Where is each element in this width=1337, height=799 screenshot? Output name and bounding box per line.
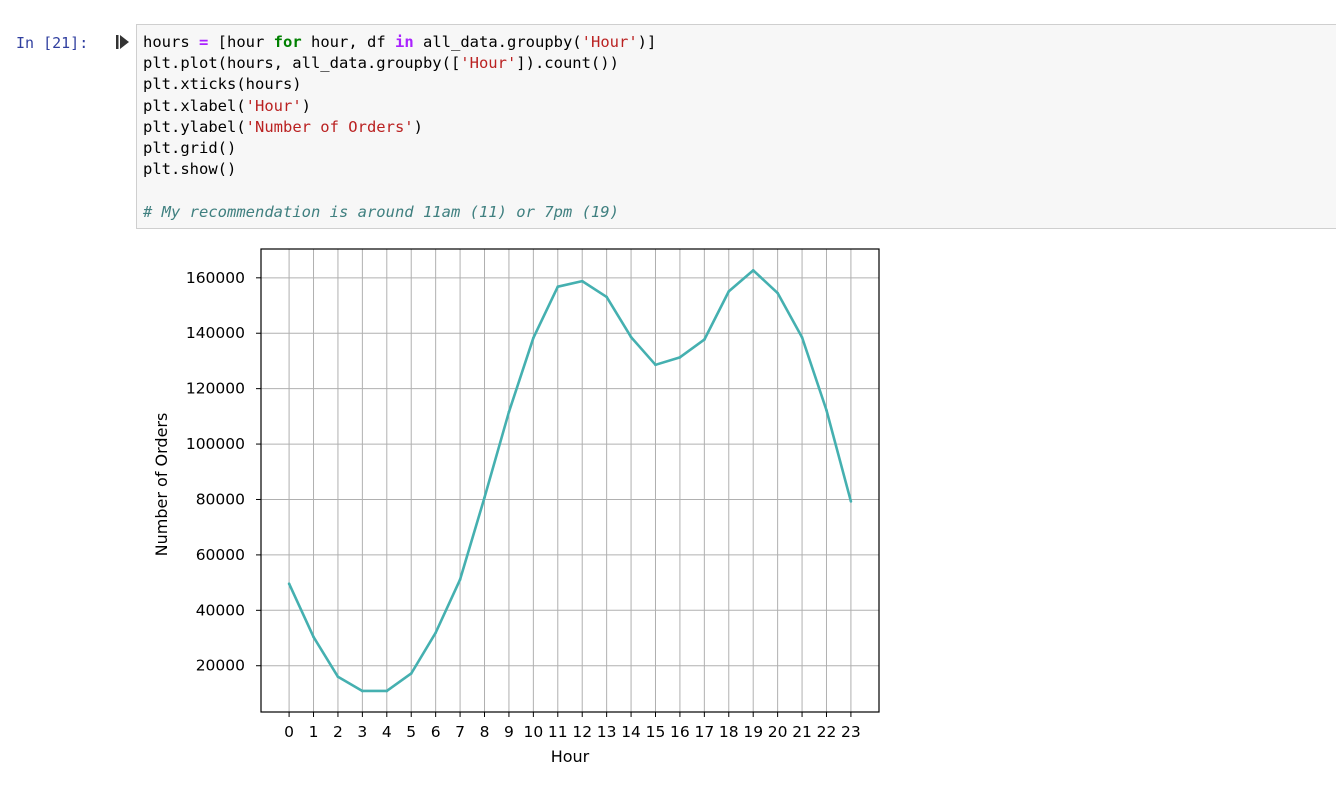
code-line: plt.show() xyxy=(143,159,656,180)
run-cell-icon[interactable] xyxy=(116,34,130,50)
x-axis-label: Hour xyxy=(551,747,590,766)
code-text: hours = [hour for hour, df in all_data.g… xyxy=(143,32,656,223)
plot-frame xyxy=(260,248,880,713)
data-point xyxy=(605,295,608,299)
data-point xyxy=(507,410,511,414)
data-point xyxy=(654,363,657,367)
x-tick-label: 18 xyxy=(719,723,739,741)
code-token: all_data.groupby( xyxy=(413,33,582,51)
x-tick-label: 20 xyxy=(768,723,788,741)
code-token: in xyxy=(395,33,414,51)
code-token: 'Hour' xyxy=(245,96,302,115)
x-tick-label: 1 xyxy=(309,723,319,741)
code-token: hour, df xyxy=(301,33,395,51)
x-tick-label: 16 xyxy=(670,723,690,741)
data-point xyxy=(483,496,486,499)
x-tick-label: 3 xyxy=(357,723,367,741)
y-tick-label: 80000 xyxy=(196,490,245,508)
code-line: plt.plot(hours, all_data.groupby(['Hour'… xyxy=(143,53,656,74)
x-tick-label: 19 xyxy=(743,723,763,741)
x-tick-label: 5 xyxy=(406,723,416,741)
code-token: plt.grid() xyxy=(143,138,237,157)
data-point xyxy=(629,335,633,339)
data-point xyxy=(580,279,584,283)
x-tick-label: 12 xyxy=(572,723,592,741)
code-token: # My recommendation is around 11am (11) … xyxy=(143,202,619,221)
code-token: 'Hour' xyxy=(460,54,517,73)
code-token: 'Number of Orders' xyxy=(245,117,414,136)
x-tick-label: 22 xyxy=(817,723,837,741)
code-token: plt.xticks(hours) xyxy=(143,75,302,94)
code-token: )] xyxy=(637,33,657,51)
data-point xyxy=(800,336,804,339)
y-tick-label: 40000 xyxy=(196,601,245,619)
code-token: plt.show() xyxy=(143,160,237,179)
code-token: ) xyxy=(413,117,423,136)
data-point xyxy=(556,285,560,288)
data-point xyxy=(409,672,413,675)
x-tick-label: 21 xyxy=(792,723,812,741)
data-point xyxy=(825,408,828,412)
x-tick-label: 7 xyxy=(455,723,465,741)
code-token: hours xyxy=(143,33,199,51)
code-line: # My recommendation is around 11am (11) … xyxy=(143,202,656,223)
x-tick-label: 6 xyxy=(431,723,441,741)
x-tick-label: 10 xyxy=(523,723,543,741)
data-point xyxy=(312,635,315,639)
data-point xyxy=(361,689,364,693)
code-line: plt.xticks(hours) xyxy=(143,74,656,95)
data-point xyxy=(336,675,340,679)
y-tick-label: 100000 xyxy=(186,435,245,453)
y-tick-label: 20000 xyxy=(196,657,245,675)
code-line xyxy=(143,180,656,201)
y-tick-label: 60000 xyxy=(196,546,245,564)
x-tick-label: 8 xyxy=(480,723,490,741)
x-tick-label: 17 xyxy=(694,723,714,741)
x-tick-label: 13 xyxy=(597,723,617,741)
code-editor[interactable]: hours = [hour for hour, df in all_data.g… xyxy=(136,24,1336,229)
y-axis-label: Number of Orders xyxy=(152,413,171,557)
cell-output: 0 1 2 3 4 5 6 7 8 9 10 11 12 13 14 15 16 17 18 19 20 21 22 23 20… xyxy=(136,236,896,781)
x-tick-label: 11 xyxy=(548,723,568,741)
line-chart: 0 1 2 3 4 5 6 7 8 9 10 11 12 13 14 15 16 17 18 19 20 21 22 2320… xyxy=(152,248,880,766)
data-point xyxy=(434,631,437,635)
code-token: = xyxy=(199,33,209,51)
data-point xyxy=(532,336,535,340)
x-tick-label: 2 xyxy=(333,723,343,741)
code-token: [hour xyxy=(208,33,274,51)
code-token: plt.xlabel( xyxy=(143,96,246,115)
data-point xyxy=(727,290,731,293)
cell-prompt: In [21]: xyxy=(16,34,89,52)
y-tick-label: 120000 xyxy=(186,380,245,398)
code-token: plt.plot(hours, all_data.groupby([ xyxy=(143,54,461,73)
data-point xyxy=(385,689,389,693)
data-point xyxy=(703,338,706,341)
data-point xyxy=(458,578,462,581)
x-tick-label: 4 xyxy=(382,723,392,741)
data-point xyxy=(287,582,291,586)
code-token: ]).count()) xyxy=(516,54,619,73)
code-token: ) xyxy=(301,96,311,115)
code-line: plt.ylabel('Number of Orders') xyxy=(143,117,656,138)
series-line xyxy=(287,269,853,693)
code-token: plt.ylabel( xyxy=(143,117,246,136)
code-line: plt.xlabel('Hour') xyxy=(143,96,656,117)
x-tick-label: 14 xyxy=(621,723,641,741)
code-line: plt.grid() xyxy=(143,138,656,159)
x-tick-label: 15 xyxy=(646,723,666,741)
data-point xyxy=(849,500,853,503)
code-token: 'Hour' xyxy=(581,33,638,51)
x-tick-label: 23 xyxy=(841,723,861,741)
x-tick-label: 0 xyxy=(284,723,294,741)
y-tick-label: 140000 xyxy=(186,324,245,342)
data-point xyxy=(776,291,779,295)
data-point xyxy=(751,269,755,272)
y-tick-label: 160000 xyxy=(186,269,245,287)
data-point xyxy=(678,356,682,359)
code-line: hours = [hour for hour, df in all_data.g… xyxy=(143,32,656,53)
x-tick-label: 9 xyxy=(504,723,514,741)
code-token: for xyxy=(273,33,302,51)
